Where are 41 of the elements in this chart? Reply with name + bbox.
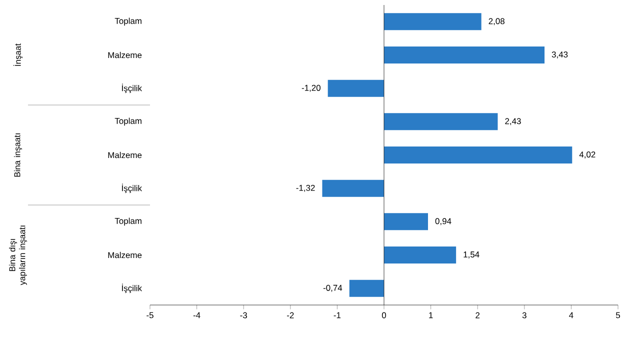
data-label: 3,43 — [552, 52, 568, 58]
x-tick-label: -2 — [287, 312, 294, 318]
x-tick-label: 3 — [522, 312, 526, 318]
data-label: 0,94 — [435, 218, 452, 226]
data-label: 2,08 — [488, 18, 504, 26]
data-label: 1,54 — [464, 252, 480, 258]
x-tick-label: -4 — [193, 312, 200, 318]
y-tick-label: Toplam — [114, 218, 142, 226]
x-tick-label: 1 — [429, 312, 433, 318]
data-label: -1,32 — [296, 184, 315, 192]
x-tick-label: 4 — [569, 312, 574, 318]
y-tick-label: Toplam — [114, 18, 142, 26]
bar — [384, 213, 428, 230]
x-tick-label: 5 — [616, 312, 620, 318]
bar — [349, 280, 384, 297]
bar — [384, 146, 572, 164]
y-tick-label: İşçilik — [122, 284, 142, 293]
y-tick-label: Malzeme — [108, 252, 142, 258]
bar — [384, 246, 456, 264]
bar — [328, 80, 384, 97]
bar — [384, 13, 482, 30]
y-tick-label: İşçilik — [122, 84, 142, 93]
text: İnşaat — [13, 44, 23, 66]
data-label: 2,43 — [505, 118, 521, 126]
y-tick-label: İşçilik — [122, 184, 142, 193]
data-label: -1,20 — [302, 84, 320, 92]
text: Bina inşaatı — [14, 133, 22, 177]
x-tick-label: -1 — [334, 312, 341, 318]
x-tick-label: -5 — [146, 312, 154, 318]
x-tick-label: 2 — [476, 312, 480, 318]
y-tick-label: Malzeme — [108, 52, 142, 58]
bar — [322, 180, 384, 197]
x-tick-label: 0 — [382, 312, 386, 318]
bar — [384, 113, 498, 130]
bar — [384, 46, 545, 64]
y-tick-label: Toplam — [114, 118, 142, 126]
data-label: 4,02 — [579, 152, 596, 158]
x-tick-label: -3 — [240, 312, 247, 318]
y-tick-label: Malzeme — [108, 152, 142, 158]
text: Bina dışı yapıların inşaatı — [9, 226, 27, 286]
data-label: -0,74 — [323, 284, 342, 292]
